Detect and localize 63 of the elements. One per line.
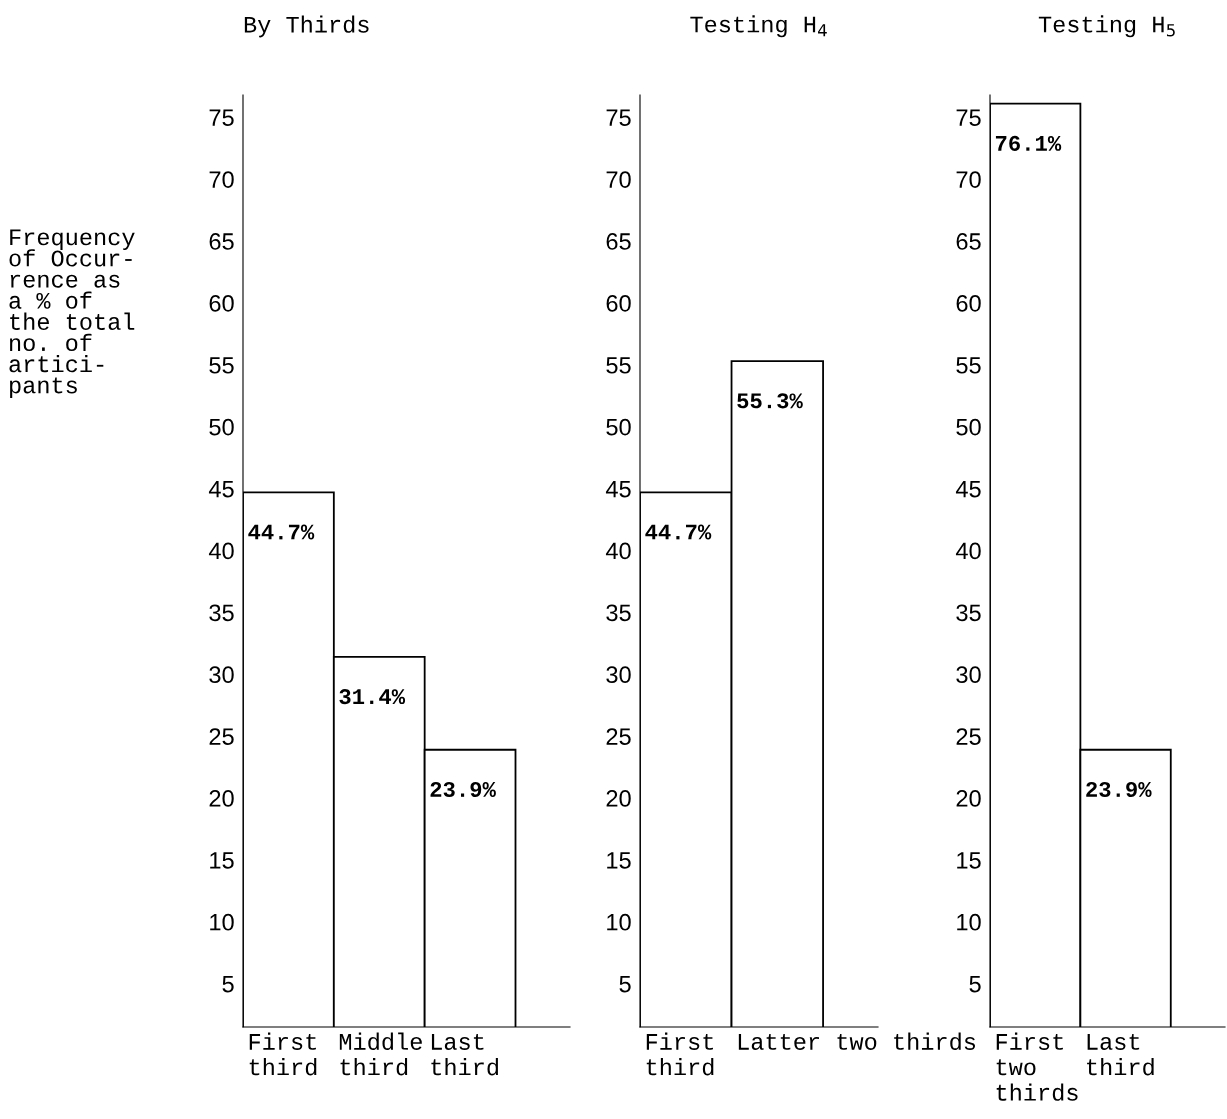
y-tick-label: 75 <box>956 109 981 127</box>
y-tick-label: 55 <box>956 357 981 374</box>
y-tick-label: 20 <box>956 790 981 807</box>
y-tick-label: 5 <box>222 975 234 993</box>
y-tick-label: 75 <box>209 109 234 127</box>
y-tick-label: 25 <box>956 728 981 745</box>
y-tick-label: 15 <box>957 852 981 869</box>
y-tick-label: 10 <box>957 913 981 931</box>
y-tick-label: 60 <box>956 295 981 312</box>
y-tick-label: 20 <box>606 790 631 807</box>
y-tick-label: 30 <box>606 666 631 684</box>
y-tick-label: 5 <box>969 975 981 993</box>
y-tick-label: 45 <box>208 480 234 498</box>
y-tick-label: 40 <box>208 542 234 560</box>
y-tick-label: 35 <box>606 604 631 622</box>
y-tick-label: 30 <box>956 666 981 684</box>
y-tick-label: 55 <box>606 357 631 374</box>
data-label: 31.4% <box>339 689 406 705</box>
y-tick-label: 65 <box>209 233 234 250</box>
x-tick-label: First two thirds <box>996 1032 1078 1101</box>
y-tick-label: 25 <box>209 728 234 745</box>
y-tick-label: 35 <box>956 604 981 622</box>
chart-title: By Thirds <box>244 15 369 38</box>
y-tick-label: 20 <box>209 790 234 807</box>
x-tick-label: Last third <box>1087 1033 1154 1076</box>
y-tick-label: 30 <box>209 666 234 684</box>
y-tick-label: 45 <box>605 480 631 498</box>
y-tick-label: 70 <box>956 171 981 188</box>
y-tick-label: 60 <box>606 295 631 312</box>
data-label: 44.7% <box>645 524 712 540</box>
x-tick-label: First third <box>646 1032 714 1076</box>
y-tick-label: 5 <box>619 975 631 993</box>
data-label: 44.7% <box>248 524 315 540</box>
y-tick-label: 50 <box>209 418 234 436</box>
data-label: 76.1% <box>995 135 1062 151</box>
y-tick-label: 15 <box>607 852 631 869</box>
y-tick-label: 40 <box>605 542 631 560</box>
y-tick-label: 10 <box>607 913 631 931</box>
y-tick-label: 15 <box>210 852 234 869</box>
y-axis-title: Frequency of Occur- rence as a % of the total no. of artici- pants <box>9 229 135 399</box>
y-tick-label: 40 <box>955 542 981 560</box>
data-label: 23.9% <box>1086 781 1152 798</box>
y-tick-label: 25 <box>606 728 631 745</box>
y-tick-label: 10 <box>210 913 234 931</box>
x-tick-label: Middle third <box>339 1032 422 1076</box>
y-tick-label: 50 <box>606 418 631 436</box>
y-tick-label: 65 <box>956 233 981 250</box>
y-tick-label: 55 <box>209 357 234 374</box>
y-tick-label: 35 <box>209 604 234 622</box>
x-tick-label: First third <box>249 1032 317 1076</box>
x-tick-label: Latter two thirds <box>738 1032 976 1050</box>
chart-title: Testing H$_{5}$ <box>1038 15 1175 38</box>
x-tick-label: Last third <box>431 1033 498 1076</box>
y-tick-label: 75 <box>606 109 631 127</box>
y-tick-label: 60 <box>209 295 234 312</box>
y-tick-label: 50 <box>956 418 981 436</box>
data-label: 23.9% <box>430 781 496 798</box>
y-tick-label: 45 <box>955 480 981 498</box>
y-tick-label: 65 <box>606 233 631 250</box>
y-tick-label: 70 <box>606 171 631 188</box>
chart-title: Testing H$_{4}$ <box>690 15 827 38</box>
data-label: 55.3% <box>737 393 803 409</box>
y-tick-label: 70 <box>209 171 234 188</box>
